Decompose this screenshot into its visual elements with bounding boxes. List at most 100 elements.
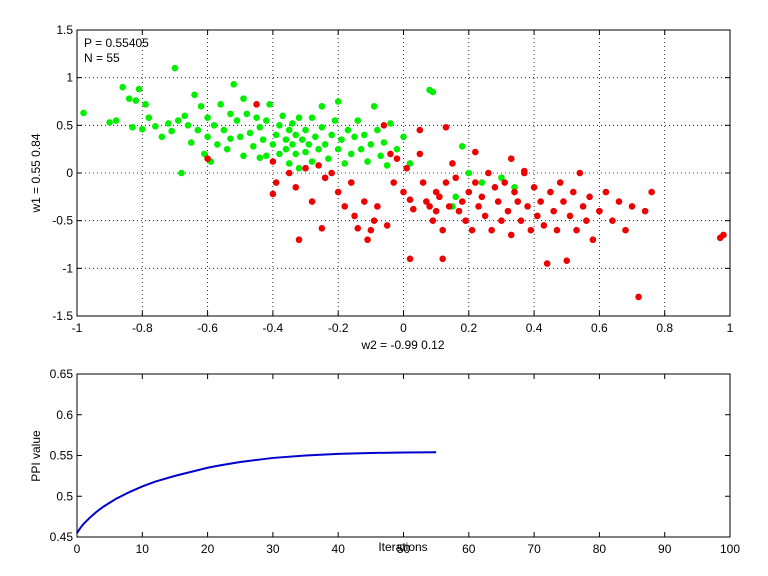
- scatter-point: [341, 203, 349, 210]
- scatter-point: [517, 217, 525, 224]
- scatter-point: [347, 150, 355, 158]
- scatter-point: [377, 152, 384, 160]
- scatter-point: [266, 101, 273, 108]
- scatter-point: [230, 81, 238, 88]
- scatter-point: [540, 222, 548, 229]
- scatter-point: [269, 141, 277, 148]
- scatter-point: [648, 188, 655, 196]
- scatter-point: [152, 122, 159, 130]
- scatter-point: [292, 150, 300, 158]
- line-x-tick-label: 30: [266, 542, 280, 556]
- scatter-point: [387, 150, 394, 158]
- scatter-point: [472, 148, 479, 156]
- scatter-point: [315, 145, 322, 153]
- scatter-point: [312, 133, 319, 141]
- scatter-point: [596, 207, 603, 215]
- scatter-point: [387, 120, 394, 127]
- scatter-x-tick-label: 1: [727, 321, 734, 335]
- scatter-point: [628, 203, 636, 210]
- scatter-point: [168, 127, 175, 135]
- scatter-point: [178, 169, 185, 177]
- scatter-point: [583, 217, 590, 224]
- scatter-point: [423, 198, 430, 205]
- scatter-point: [354, 117, 362, 124]
- scatter-point: [174, 117, 182, 124]
- scatter-point: [364, 158, 371, 165]
- scatter-point: [426, 203, 433, 210]
- scatter-y-axis-label: w1 = 0.55 0.84: [29, 133, 43, 213]
- scatter-point: [236, 133, 244, 141]
- scatter-point: [543, 260, 551, 267]
- scatter-point: [393, 155, 401, 162]
- scatter-point: [246, 129, 254, 137]
- scatter-point: [361, 131, 368, 139]
- scatter-point: [125, 95, 133, 102]
- scatter-point: [481, 212, 489, 220]
- line-x-tick-label: 70: [527, 542, 541, 556]
- scatter-point: [344, 126, 352, 134]
- scatter-point: [383, 162, 391, 169]
- scatter-x-axis-label: w2 = -0.99 0.12: [360, 338, 444, 352]
- scatter-point: [292, 131, 300, 139]
- scatter-point: [289, 141, 296, 148]
- scatter-point: [374, 203, 381, 210]
- scatter-point: [615, 198, 623, 205]
- scatter-point: [452, 193, 460, 201]
- scatter-point: [318, 102, 326, 110]
- scatter-point: [302, 164, 309, 172]
- scatter-plot-area: [77, 30, 730, 316]
- scatter-point: [393, 145, 401, 153]
- line-y-tick-label: 0.5: [56, 489, 73, 503]
- scatter-point: [158, 133, 166, 141]
- scatter-point: [315, 162, 322, 169]
- scatter-point: [298, 136, 306, 143]
- scatter-point: [409, 205, 417, 213]
- scatter-point: [347, 179, 355, 186]
- scatter-point: [334, 188, 342, 196]
- scatter-point: [295, 114, 303, 122]
- scatter-point: [576, 169, 584, 177]
- scatter-point: [478, 179, 486, 186]
- scatter-point: [374, 126, 381, 134]
- scatter-y-tick-label: 1.5: [56, 23, 73, 37]
- scatter-point: [364, 236, 371, 244]
- scatter-point: [184, 122, 192, 129]
- scatter-point: [318, 123, 326, 131]
- scatter-point: [341, 160, 349, 167]
- scatter-point: [289, 120, 296, 127]
- scatter-point: [556, 179, 564, 186]
- scatter-point: [488, 226, 495, 234]
- scatter-point: [285, 160, 293, 167]
- scatter-point: [560, 198, 567, 205]
- scatter-point: [507, 155, 515, 162]
- scatter-point: [635, 293, 642, 301]
- scatter-point: [334, 145, 342, 153]
- scatter-point: [419, 179, 427, 186]
- scatter-point: [321, 141, 329, 148]
- line-x-tick-label: 0: [74, 542, 81, 556]
- scatter-x-tick-label: 0.2: [460, 321, 477, 335]
- scatter-point: [485, 169, 492, 177]
- scatter-point: [465, 169, 473, 177]
- scatter-point: [217, 101, 224, 108]
- scatter-x-tick-label: 0.6: [591, 321, 608, 335]
- scatter-point: [282, 136, 290, 143]
- scatter-point: [223, 145, 231, 153]
- line-x-tick-label: 90: [658, 542, 672, 556]
- scatter-point: [295, 236, 303, 244]
- scatter-point: [308, 158, 316, 165]
- scatter-point: [370, 102, 378, 110]
- scatter-point: [220, 126, 228, 134]
- scatter-point: [145, 114, 153, 122]
- scatter-point: [302, 148, 309, 156]
- scatter-point: [354, 224, 362, 232]
- scatter-point: [547, 188, 554, 196]
- annotation-n-value: N = 55: [84, 51, 120, 65]
- line-x-axis-label: Iterations: [378, 540, 427, 554]
- scatter-point: [119, 83, 127, 91]
- scatter-point: [272, 179, 280, 186]
- scatter-point: [250, 143, 257, 150]
- scatter-point: [227, 110, 234, 118]
- scatter-ticks: -1 -0.8 -0.6 -0.4 -0.2 0 0.2 0.4 0.6 0.8 1-1.5-1-0…: [52, 23, 733, 335]
